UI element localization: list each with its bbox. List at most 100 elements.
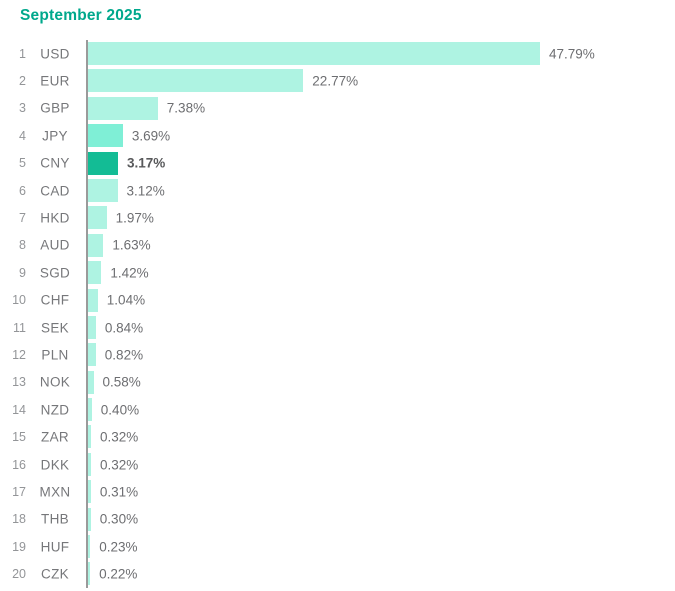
currency-code-label: CZK: [41, 566, 69, 582]
chart-rows: 1 USD 47.79% 2 EUR 22.77% 3 GBP 7.38% 4 JPY 3.69% 5 C…: [0, 40, 675, 588]
rank-label: 18: [12, 512, 26, 527]
value-label: 0.30%: [99, 511, 139, 527]
rank-label: 11: [13, 320, 26, 335]
currency-share-bar: [88, 261, 102, 285]
value-label: 0.32%: [100, 457, 139, 473]
currency-code-label: THB: [41, 511, 69, 527]
chart-row: 13 NOK 0.58%: [0, 369, 675, 396]
currency-code-label: SEK: [41, 320, 69, 336]
currency-share-bar: [88, 343, 96, 367]
currency-share-bar: [88, 96, 158, 120]
rank-label: 5: [19, 156, 26, 171]
currency-share-bar: [88, 151, 118, 175]
currency-code-label: PLN: [41, 347, 69, 363]
currency-share-bar: [88, 233, 104, 257]
value-label: 0.32%: [100, 429, 139, 445]
value-label: 0.84%: [104, 320, 144, 336]
chart-row: 12 PLN 0.82%: [0, 341, 675, 368]
chart-row: 2 EUR 22.77%: [0, 67, 675, 94]
chart-row: 5 CNY 3.17%: [0, 150, 675, 177]
chart-row: 15 ZAR 0.32%: [0, 423, 675, 450]
currency-share-bar: [88, 398, 92, 422]
rank-label: 7: [19, 211, 26, 226]
rank-label: 4: [19, 128, 26, 143]
chart-row: 3 GBP 7.38%: [0, 95, 675, 122]
currency-share-bar: [88, 206, 107, 230]
rank-label: 13: [12, 375, 26, 390]
chart-row: 14 NZD 0.40%: [0, 396, 675, 423]
y-axis-line: [86, 40, 88, 588]
rank-label: 19: [12, 539, 26, 554]
currency-code-label: NOK: [39, 374, 71, 390]
rank-label: 9: [19, 265, 26, 280]
currency-share-bar: [88, 42, 540, 65]
currency-code-label: HUF: [40, 539, 70, 555]
chart-row: 4 JPY 3.69%: [0, 122, 675, 149]
value-label: 0.58%: [102, 374, 141, 390]
rank-label: 17: [12, 484, 26, 499]
value-label: 0.40%: [100, 402, 140, 418]
rank-label: 20: [12, 567, 26, 582]
value-label: 0.22%: [99, 566, 138, 582]
chart-row: 16 DKK 0.32%: [0, 451, 675, 478]
value-label: 1.63%: [112, 237, 151, 253]
currency-code-label: DKK: [40, 457, 70, 473]
chart-row: 10 CHF 1.04%: [0, 287, 675, 314]
currency-code-label: NZD: [40, 402, 70, 418]
currency-share-bar: [88, 178, 118, 202]
rank-label: 6: [19, 183, 26, 198]
rank-label: 14: [12, 402, 26, 417]
currency-code-label: GBP: [40, 100, 70, 116]
value-label: 1.97%: [115, 210, 154, 226]
currency-share-bar: [88, 69, 304, 93]
currency-share-bar: [88, 124, 123, 148]
currency-share-bar: [88, 535, 91, 559]
currency-share-bar: [88, 315, 96, 339]
chart-row: 17 MXN 0.31%: [0, 478, 675, 505]
rank-label: 12: [12, 347, 26, 362]
rank-label: 8: [19, 238, 26, 253]
rank-label: 2: [19, 74, 26, 89]
chart-row: 18 THB 0.30%: [0, 506, 675, 533]
currency-share-bar-chart: 1 USD 47.79% 2 EUR 22.77% 3 GBP 7.38% 4 JPY 3.69% 5 C…: [0, 40, 675, 588]
currency-share-bar: [88, 370, 94, 394]
currency-code-label: ZAR: [41, 429, 69, 445]
rank-label: 1: [19, 46, 26, 61]
currency-code-label: USD: [40, 46, 70, 62]
chart-row: 7 HKD 1.97%: [0, 204, 675, 231]
rank-label: 15: [12, 430, 26, 445]
currency-share-bar: [88, 507, 91, 531]
currency-code-label: AUD: [40, 237, 70, 253]
currency-code-label: CHF: [40, 292, 70, 308]
currency-share-bar: [88, 480, 91, 504]
value-label: 3.69%: [131, 128, 171, 144]
currency-code-label: EUR: [40, 73, 70, 89]
chart-title: September 2025: [20, 7, 142, 24]
chart-row: 6 CAD 3.12%: [0, 177, 675, 204]
value-label: 1.04%: [106, 292, 146, 308]
chart-row: 1 USD 47.79%: [0, 40, 675, 67]
chart-row: 9 SGD 1.42%: [0, 259, 675, 286]
value-label: 22.77%: [312, 73, 359, 89]
currency-code-label: MXN: [39, 484, 71, 500]
currency-code-label: CAD: [40, 183, 70, 199]
chart-row: 11 SEK 0.84%: [0, 314, 675, 341]
rank-label: 3: [19, 101, 26, 116]
value-label: 1.42%: [110, 265, 149, 281]
rank-label: 10: [12, 293, 26, 308]
value-label: 0.82%: [104, 347, 144, 363]
currency-code-label: HKD: [40, 210, 70, 226]
value-label: 3.12%: [126, 183, 165, 199]
currency-share-bar: [88, 562, 91, 586]
currency-share-bar: [88, 288, 98, 312]
currency-code-label: SGD: [39, 265, 71, 281]
value-label: 0.23%: [99, 539, 138, 555]
chart-row: 19 HUF 0.23%: [0, 533, 675, 560]
chart-row: 8 AUD 1.63%: [0, 232, 675, 259]
value-label: 0.31%: [99, 484, 139, 500]
currency-share-bar: [88, 452, 91, 476]
chart-row: 20 CZK 0.22%: [0, 560, 675, 587]
value-label: 47.79%: [549, 46, 595, 62]
value-label: 3.17%: [127, 155, 166, 171]
